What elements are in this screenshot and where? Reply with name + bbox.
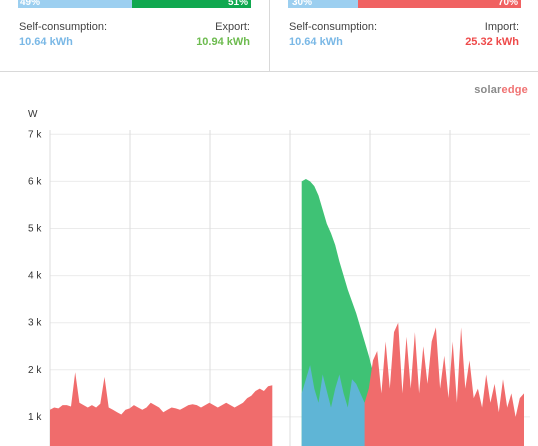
energy-summary-panels: 49% 51% Self-consumption: 10.64 kWh Expo… xyxy=(0,0,538,72)
self-consumption-bar: 49% xyxy=(18,0,132,8)
self-consumption-bar: 30% xyxy=(288,0,358,8)
import-percent: 70% xyxy=(497,0,518,8)
green-area-series xyxy=(301,179,401,446)
import-bar: 70% xyxy=(358,0,521,8)
self-consumption-label: Self-consumption: xyxy=(289,21,378,33)
power-chart: 1 k 2 k 3 k 4 k 5 k 6 k 7 k W xyxy=(28,109,530,446)
self-consumption-percent: 30% xyxy=(292,0,313,8)
red-area-series xyxy=(364,322,524,446)
y-tick-label: 7 k xyxy=(28,129,42,140)
import-label: Import: xyxy=(484,21,519,33)
export-percent: 51% xyxy=(227,0,248,8)
y-axis: 1 k 2 k 3 k 4 k 5 k 6 k 7 k xyxy=(28,129,42,423)
y-tick-label: 6 k xyxy=(28,176,42,187)
y-tick-label: 5 k xyxy=(28,224,42,235)
y-tick-label: 4 k xyxy=(28,271,42,282)
chart-areas xyxy=(50,179,524,446)
import-value: 25.32 kWh xyxy=(465,36,519,48)
y-tick-label: 1 k xyxy=(28,412,42,423)
export-label: Export: xyxy=(215,21,250,33)
export-bar: 51% xyxy=(132,0,251,8)
self-consumption-value: 10.64 kWh xyxy=(289,36,343,48)
self-consumption-value: 10.64 kWh xyxy=(19,36,73,48)
y-axis-label: W xyxy=(28,109,38,120)
production-summary-panel: 49% 51% Self-consumption: 10.64 kWh Expo… xyxy=(0,0,270,71)
solaredge-logo: solaredge xyxy=(474,84,528,96)
y-tick-label: 3 k xyxy=(28,318,42,329)
consumption-summary-panel: 30% 70% Self-consumption: 10.64 kWh Impo… xyxy=(270,0,538,71)
self-consumption-label: Self-consumption: xyxy=(19,21,108,33)
y-tick-label: 2 k xyxy=(28,365,42,376)
export-value: 10.94 kWh xyxy=(196,36,250,48)
self-consumption-percent: 49% xyxy=(20,0,41,8)
red-area-series xyxy=(50,372,273,446)
